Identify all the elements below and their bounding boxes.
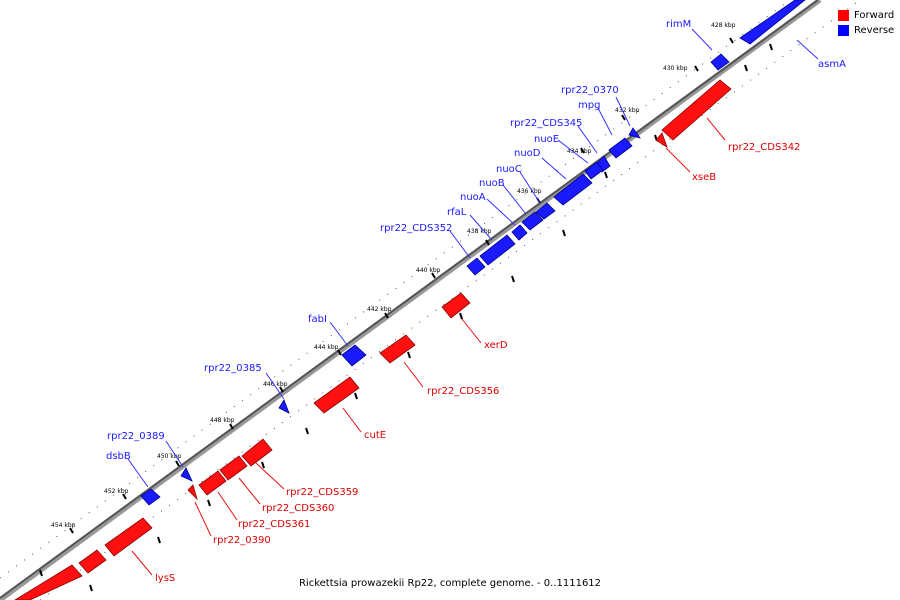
forward-leader-lines <box>131 117 726 576</box>
gene-block-lysS3 <box>14 564 83 600</box>
tick-label: 446 kbp <box>263 381 288 388</box>
gene-label: rpr22_CDS352 <box>380 223 452 234</box>
map-caption: Rickettsia prowazekii Rp22, complete gen… <box>298 578 602 589</box>
gene-block-rpr22_0390 <box>187 484 198 501</box>
gene-label: nuoB <box>479 178 505 189</box>
reverse-leader-lines <box>127 28 819 488</box>
forward-swatch <box>838 10 849 21</box>
legend: Forward Reverse <box>838 8 894 38</box>
gene-block-rpr22_0389 <box>180 467 193 482</box>
genome-backbone <box>0 0 819 599</box>
gene-block-rpr22_CDS356 <box>379 334 416 364</box>
tick-label: 436 kbp <box>517 188 542 195</box>
gene-block-xseB <box>655 132 668 148</box>
gene-label: dsbB <box>106 451 131 462</box>
genome-backbone-shadow <box>0 0 822 600</box>
tick-label: 430 kbp <box>663 65 688 72</box>
gene-block-fabI <box>341 344 367 367</box>
legend-forward-label: Forward <box>854 10 895 21</box>
gene-block-rpr22_CDS342 <box>661 79 732 141</box>
gene-block-rfaL <box>479 234 516 266</box>
gene-label: rpr22_CDS361 <box>238 519 310 530</box>
tick-labels: 428 kbp 430 kbp 432 kbp 434 kbp 436 kbp … <box>51 22 736 529</box>
tick-label: 440 kbp <box>416 267 441 274</box>
gene-label: nuoE <box>534 134 559 145</box>
gene-label: rpr22_0370 <box>561 85 619 96</box>
gene-label: rpr22_CDS342 <box>728 142 800 153</box>
tick-label: 452 kbp <box>104 488 129 495</box>
forward-features <box>14 79 732 600</box>
tick-label: 448 kbp <box>210 417 235 424</box>
gene-label: rpr22_0385 <box>204 363 262 374</box>
gene-block-rpr22_0385 <box>278 399 290 414</box>
gene-block-rpr22_0370 <box>628 127 641 139</box>
tick-label: 444 kbp <box>314 344 339 351</box>
tick-marks <box>39 37 773 592</box>
gene-block-nuoC <box>535 202 556 220</box>
gene-label: rpr22_CDS360 <box>262 503 334 514</box>
tick-label: 428 kbp <box>711 22 736 29</box>
gene-label: mpg <box>578 100 600 111</box>
gene-label: nuoA <box>460 192 486 203</box>
gene-label: lysS <box>155 573 175 584</box>
gene-block-dsbB <box>140 488 161 506</box>
gene-label: rpr22_CDS356 <box>427 386 499 397</box>
reverse-swatch <box>838 25 849 36</box>
gene-block-nuoA <box>511 224 528 241</box>
reverse-features <box>140 0 806 506</box>
gene-block-nuoD <box>553 173 593 206</box>
gene-label: asmA <box>818 59 846 70</box>
gene-block-lysS <box>104 517 153 557</box>
gene-label: rpr22_0390 <box>213 535 271 546</box>
gene-label: rpr22_0389 <box>107 431 165 442</box>
gene-label: nuoD <box>514 148 541 159</box>
legend-reverse: Reverse <box>838 23 894 38</box>
gene-block-rpr22_CDS352 <box>466 257 486 276</box>
gene-label: nuoC <box>496 164 522 175</box>
tick-label: 434 kbp <box>567 148 592 155</box>
gene-label: xseB <box>692 172 716 183</box>
reverse-gene-labels: rimM asmA rpr22_0370 mpg rpr22_CDS345 nu… <box>106 19 846 462</box>
tick-label: 454 kbp <box>51 522 76 529</box>
gene-label: rfaL <box>447 207 467 218</box>
gene-label: rimM <box>666 19 691 30</box>
gene-block-asmA <box>739 0 806 45</box>
tick-label: 438 kbp <box>467 228 492 235</box>
forward-track-dots <box>39 0 861 600</box>
gene-label: rpr22_CDS345 <box>510 118 582 129</box>
legend-reverse-label: Reverse <box>854 25 895 36</box>
gene-block-rpr22_CDS360 <box>219 455 248 481</box>
gene-block-mpg <box>608 137 633 159</box>
forward-gene-labels: rpr22_CDS342 xseB xerD rpr22_CDS356 cutE… <box>155 142 800 584</box>
gene-block-rpr22_CDS359 <box>241 438 273 467</box>
gene-label: fabI <box>308 314 327 325</box>
gene-block-rimM <box>710 53 730 71</box>
gene-block-nuoE2 <box>584 161 604 180</box>
gene-label: rpr22_CDS359 <box>286 487 358 498</box>
tick-label: 450 kbp <box>157 453 182 460</box>
tick-label: 442 kbp <box>367 306 392 313</box>
gene-block-nuoB <box>521 211 544 231</box>
gene-block-cutE <box>313 376 360 414</box>
tick-label: 432 kbp <box>615 107 640 114</box>
legend-forward: Forward <box>838 8 894 23</box>
gene-block-rpr22_CDS361 <box>198 470 227 496</box>
gene-block-lysS2 <box>78 549 107 574</box>
gene-block-xerD <box>441 292 471 319</box>
gene-label: cutE <box>364 430 386 441</box>
gene-label: xerD <box>484 340 508 351</box>
